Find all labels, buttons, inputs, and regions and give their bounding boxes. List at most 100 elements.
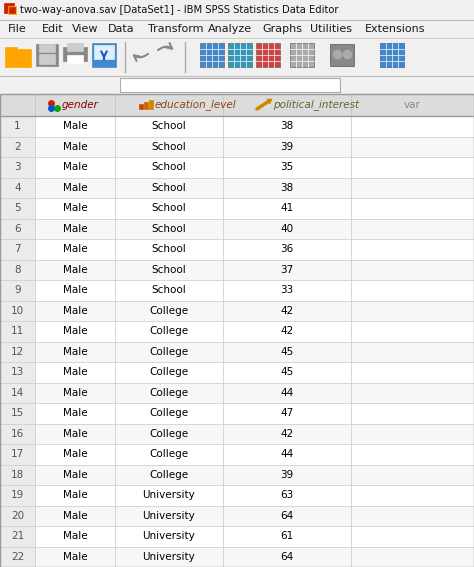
Bar <box>35 321 115 341</box>
Bar <box>5 47 17 53</box>
Bar <box>223 198 351 218</box>
Text: 7: 7 <box>14 244 21 254</box>
Text: School: School <box>152 203 186 213</box>
Text: 5: 5 <box>14 203 21 213</box>
Bar <box>351 137 474 157</box>
Bar <box>0 424 35 444</box>
Bar <box>351 177 474 198</box>
Bar <box>35 526 115 547</box>
Bar <box>35 157 115 177</box>
Bar <box>351 547 474 567</box>
Text: 10: 10 <box>11 306 24 316</box>
Text: political_interest: political_interest <box>273 100 359 111</box>
Text: 36: 36 <box>281 244 293 254</box>
Bar <box>0 321 35 341</box>
Bar <box>35 177 115 198</box>
Bar <box>351 198 474 218</box>
Bar <box>35 383 115 403</box>
Text: Data: Data <box>108 24 135 34</box>
Text: Male: Male <box>63 449 87 459</box>
Text: Utilities: Utilities <box>310 24 352 34</box>
Bar <box>223 424 351 444</box>
Text: 3: 3 <box>14 162 21 172</box>
Bar <box>223 94 351 116</box>
Bar <box>223 239 351 260</box>
Bar <box>351 94 474 116</box>
Text: 19: 19 <box>11 490 24 500</box>
Bar <box>0 198 35 218</box>
Bar <box>223 464 351 485</box>
Bar <box>223 526 351 547</box>
Text: School: School <box>152 183 186 193</box>
Bar <box>351 403 474 424</box>
Bar <box>35 341 115 362</box>
Bar <box>39 54 55 64</box>
Bar <box>35 403 115 424</box>
Text: 47: 47 <box>281 408 293 418</box>
Text: 11: 11 <box>11 326 24 336</box>
Bar <box>115 137 223 157</box>
Text: Male: Male <box>63 265 87 275</box>
Bar <box>0 341 35 362</box>
Text: 12: 12 <box>11 347 24 357</box>
Text: School: School <box>152 244 186 254</box>
Bar <box>351 526 474 547</box>
Bar <box>149 100 153 109</box>
Bar <box>223 280 351 301</box>
Text: Male: Male <box>63 224 87 234</box>
Text: Male: Male <box>63 162 87 172</box>
Bar <box>115 341 223 362</box>
Bar <box>35 506 115 526</box>
Bar <box>223 403 351 424</box>
Text: Graphs: Graphs <box>262 24 302 34</box>
Text: College: College <box>149 326 189 336</box>
Bar <box>115 444 223 464</box>
Text: Male: Male <box>63 121 87 131</box>
Bar <box>223 547 351 567</box>
Text: College: College <box>149 347 189 357</box>
Bar <box>0 526 35 547</box>
Text: Male: Male <box>63 367 87 377</box>
Bar <box>351 444 474 464</box>
Bar <box>351 280 474 301</box>
Text: 39: 39 <box>281 469 293 480</box>
Bar <box>223 137 351 157</box>
Bar <box>67 43 83 51</box>
Bar <box>63 47 87 61</box>
Text: Male: Male <box>63 490 87 500</box>
Text: College: College <box>149 469 189 480</box>
Bar <box>256 43 280 67</box>
Bar <box>115 280 223 301</box>
Bar <box>35 464 115 485</box>
Text: Male: Male <box>63 408 87 418</box>
Bar <box>0 485 35 506</box>
Bar <box>35 424 115 444</box>
Text: Male: Male <box>63 469 87 480</box>
Text: 42: 42 <box>281 306 293 316</box>
Bar <box>0 301 35 321</box>
Bar <box>380 43 404 67</box>
Text: School: School <box>152 142 186 152</box>
Text: education_level: education_level <box>155 100 237 111</box>
Text: two-way-anova.sav [DataSet1] - IBM SPSS Statistics Data Editor: two-way-anova.sav [DataSet1] - IBM SPSS … <box>20 5 338 15</box>
Text: 64: 64 <box>281 511 293 521</box>
Bar <box>223 485 351 506</box>
Bar <box>115 301 223 321</box>
Bar <box>351 321 474 341</box>
Bar <box>35 94 115 116</box>
Text: 1: 1 <box>14 121 21 131</box>
Bar <box>115 94 223 116</box>
Text: 22: 22 <box>11 552 24 562</box>
Text: 20: 20 <box>11 511 24 521</box>
Text: File: File <box>8 24 27 34</box>
Text: gender: gender <box>62 100 99 110</box>
Bar <box>0 403 35 424</box>
Text: University: University <box>143 490 195 500</box>
Text: Male: Male <box>63 388 87 397</box>
Bar <box>115 218 223 239</box>
Bar <box>115 362 223 383</box>
Text: School: School <box>152 285 186 295</box>
Bar <box>351 506 474 526</box>
Bar <box>4 3 14 13</box>
Bar <box>115 485 223 506</box>
